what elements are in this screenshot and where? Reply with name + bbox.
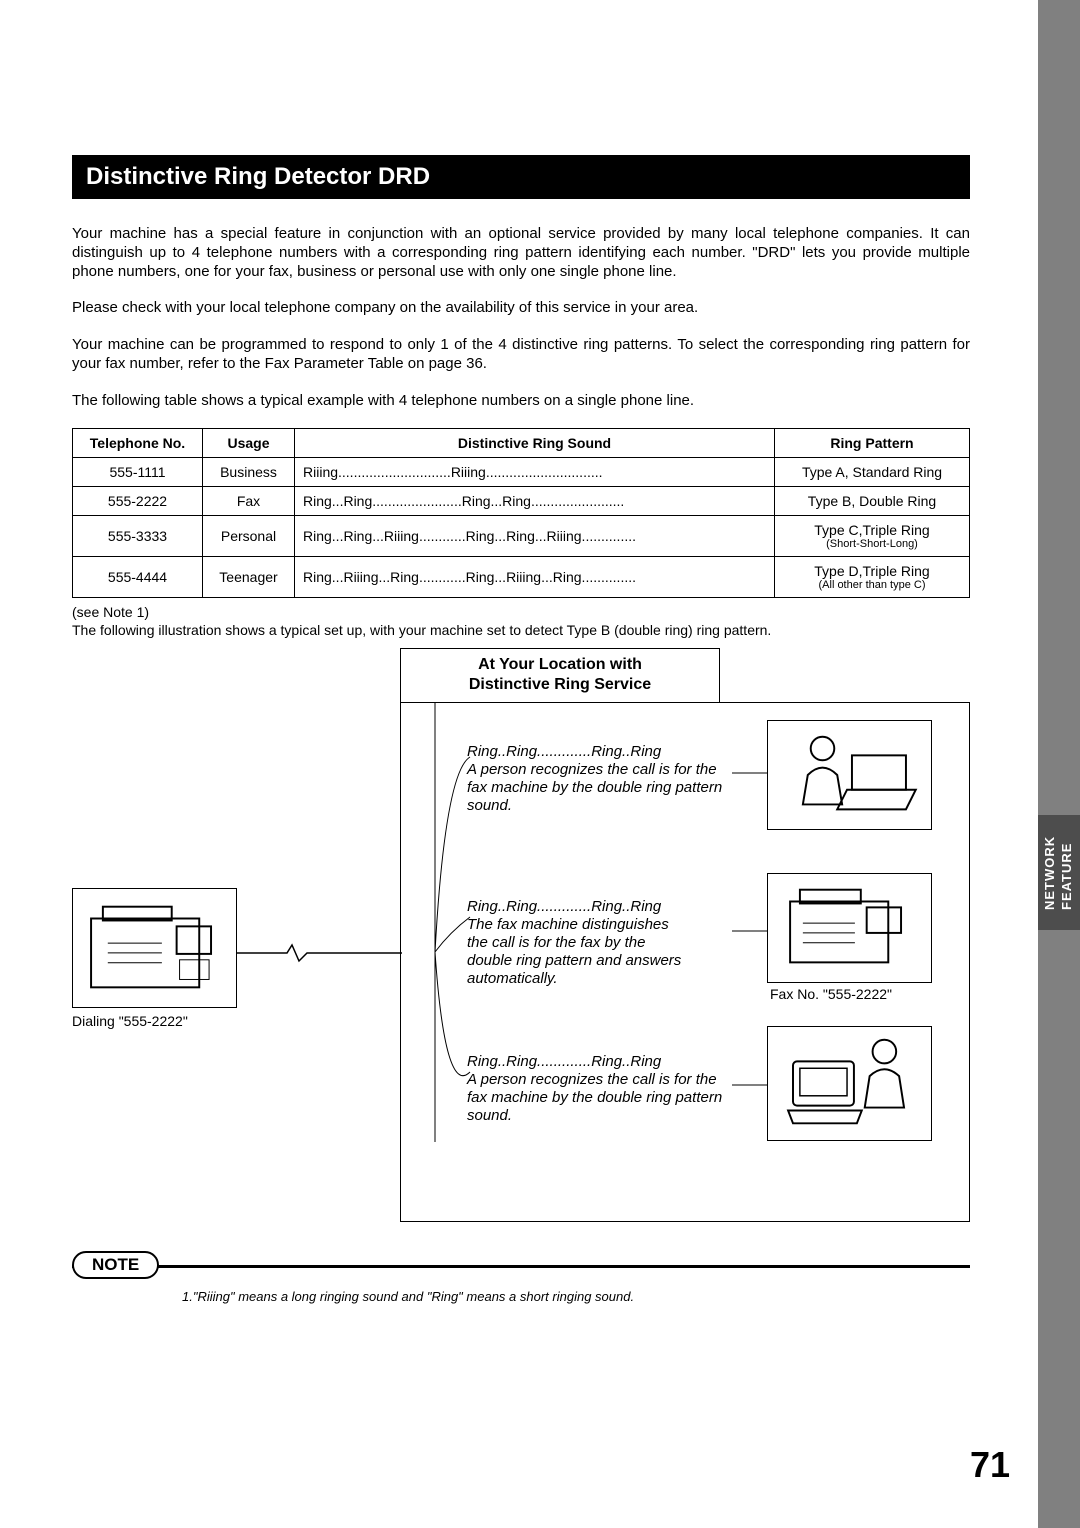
cell-usage: Teenager xyxy=(203,557,295,598)
cell-usage: Business xyxy=(203,458,295,487)
note-text: 1."Riiing" means a long ringing sound an… xyxy=(182,1289,634,1304)
table-row: 555-2222FaxRing...Ring..................… xyxy=(73,487,970,516)
note-block: NOTE 1."Riiing" means a long ringing sou… xyxy=(72,1251,970,1341)
desc2-l3: double ring pattern and answers xyxy=(467,952,742,970)
ring-pattern-1: Ring..Ring.............Ring..Ring xyxy=(467,743,732,761)
see-note: (see Note 1) xyxy=(72,604,970,620)
cell-pattern: Type A, Standard Ring xyxy=(775,458,970,487)
illustration-caption: The following illustration shows a typic… xyxy=(72,622,970,638)
desc-block-1: Ring..Ring.............Ring..Ring A pers… xyxy=(467,743,732,815)
sender-fax-icon xyxy=(72,888,237,1008)
side-tab-network-feature: NETWORKFEATURE xyxy=(1038,815,1080,930)
location-line1: At Your Location with xyxy=(478,656,642,673)
person-laptop-icon xyxy=(767,720,932,830)
recipient-fax-icon xyxy=(767,873,932,983)
sidebar-gutter xyxy=(1038,0,1080,1528)
ring-table: Telephone No. Usage Distinctive Ring Sou… xyxy=(72,428,970,598)
desc3-text: A person recognizes the call is for the … xyxy=(467,1071,732,1125)
cell-pattern: Type D,Triple Ring(All other than type C… xyxy=(775,557,970,598)
page-content: Distinctive Ring Detector DRD Your machi… xyxy=(0,0,1038,1401)
cell-usage: Fax xyxy=(203,487,295,516)
cell-sound: Ring...Ring...Riiing............Ring...R… xyxy=(295,516,775,557)
cell-sound: Riiing.............................Riiin… xyxy=(295,458,775,487)
paragraph-3: Your machine can be programmed to respon… xyxy=(72,336,970,374)
cell-pattern: Type B, Double Ring xyxy=(775,487,970,516)
ring-pattern-3: Ring..Ring.............Ring..Ring xyxy=(467,1053,732,1071)
note-label: NOTE xyxy=(72,1251,159,1279)
location-title-box: At Your Location with Distinctive Ring S… xyxy=(400,648,720,703)
paragraph-4: The following table shows a typical exam… xyxy=(72,392,970,411)
desc2-l4: automatically. xyxy=(467,970,742,988)
sender-caption: Dialing "555-2222" xyxy=(72,1013,188,1029)
paragraph-2: Please check with your local telephone c… xyxy=(72,299,970,318)
cell-tel: 555-4444 xyxy=(73,557,203,598)
cell-tel: 555-1111 xyxy=(73,458,203,487)
col-sound: Distinctive Ring Sound xyxy=(295,429,775,458)
cell-tel: 555-2222 xyxy=(73,487,203,516)
paragraph-1: Your machine has a special feature in co… xyxy=(72,225,970,281)
cell-sound: Ring...Ring.......................Ring..… xyxy=(295,487,775,516)
col-usage: Usage xyxy=(203,429,295,458)
section-title: Distinctive Ring Detector DRD xyxy=(72,155,970,199)
setup-diagram: At Your Location with Distinctive Ring S… xyxy=(72,648,972,1233)
desc1-text: A person recognizes the call is for the … xyxy=(467,761,732,815)
col-pattern: Ring Pattern xyxy=(775,429,970,458)
ring-pattern-2: Ring..Ring.............Ring..Ring xyxy=(467,898,742,916)
location-line2: Distinctive Ring Service xyxy=(469,676,651,693)
cell-sound: Ring...Riiing...Ring............Ring...R… xyxy=(295,557,775,598)
cell-tel: 555-3333 xyxy=(73,516,203,557)
fax-caption: Fax No. "555-2222" xyxy=(770,986,892,1002)
desc2-l2: the call is for the fax by the xyxy=(467,934,742,952)
table-row: 555-4444TeenagerRing...Riiing...Ring....… xyxy=(73,557,970,598)
person-monitor-icon xyxy=(767,1026,932,1141)
table-row: 555-1111BusinessRiiing..................… xyxy=(73,458,970,487)
desc-block-3: Ring..Ring.............Ring..Ring A pers… xyxy=(467,1053,732,1125)
desc-block-2: Ring..Ring.............Ring..Ring The fa… xyxy=(467,898,742,988)
desc2-l1: The fax machine distinguishes xyxy=(467,916,742,934)
cell-pattern: Type C,Triple Ring(Short-Short-Long) xyxy=(775,516,970,557)
page-number: 71 xyxy=(970,1444,1010,1486)
table-header-row: Telephone No. Usage Distinctive Ring Sou… xyxy=(73,429,970,458)
cell-usage: Personal xyxy=(203,516,295,557)
table-row: 555-3333PersonalRing...Ring...Riiing....… xyxy=(73,516,970,557)
col-telephone: Telephone No. xyxy=(73,429,203,458)
